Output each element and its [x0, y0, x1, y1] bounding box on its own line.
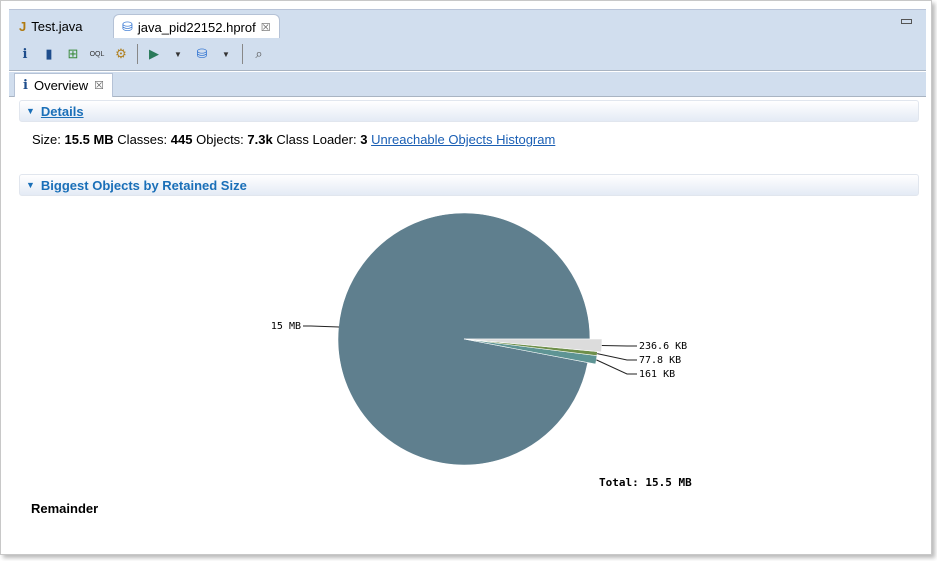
- toolbar: i ▮ ⊞ OQL ⚙ ▶ ▼ ⛁ ▼ ⌕: [9, 38, 926, 71]
- chevron-down-icon[interactable]: ▼: [174, 49, 182, 59]
- slice-label: 15 MB: [271, 321, 301, 332]
- overview-content: ▼ Details Size: 15.5 MB Classes: 445 Obj…: [9, 97, 926, 549]
- minimize-button[interactable]: [901, 19, 912, 24]
- oql-icon[interactable]: OQL: [89, 50, 105, 58]
- tab-test-java[interactable]: J Test.java: [19, 18, 83, 34]
- slice-label: 77.8 KB: [639, 355, 681, 366]
- leader-line: [597, 353, 637, 361]
- java-file-warning-icon: J: [19, 18, 27, 34]
- histogram-icon[interactable]: ▮: [45, 46, 53, 61]
- query-browser-icon[interactable]: ⚙: [115, 46, 127, 61]
- remainder-label: Remainder: [31, 501, 99, 516]
- chevron-down-icon[interactable]: ▼: [222, 49, 230, 59]
- details-summary: Size: 15.5 MB Classes: 445 Objects: 7.3k…: [32, 132, 556, 147]
- info-icon[interactable]: i: [22, 46, 28, 62]
- heap-dump-icon: ⛁: [122, 19, 133, 34]
- dominator-tree-icon[interactable]: ⊞: [67, 46, 79, 61]
- search-icon[interactable]: ⌕: [255, 46, 263, 61]
- expand-triangle-icon[interactable]: ▼: [26, 106, 35, 116]
- pie-chart: Total: 15.5 MB 236.6 KB 77.8 KB 161 KB 15 M…: [271, 212, 692, 489]
- tab-overview[interactable]: i Overview ☒: [14, 73, 114, 97]
- close-icon[interactable]: ☒: [260, 21, 271, 34]
- run-report-icon[interactable]: ▶: [149, 46, 159, 61]
- separator: [137, 44, 138, 64]
- close-icon[interactable]: ☒: [94, 80, 105, 92]
- unreachable-histogram-link[interactable]: Unreachable Objects Histogram: [371, 132, 556, 147]
- info-icon: i: [23, 78, 28, 93]
- chart-total: Total: 15.5 MB: [599, 476, 692, 489]
- expand-triangle-icon[interactable]: ▼: [26, 180, 35, 190]
- editor-tab-bar: J Test.java ⛁ java_pid22152.hprof ☒: [9, 9, 926, 39]
- biggest-objects-section-header[interactable]: ▼ Biggest Objects by Retained Size: [19, 174, 919, 196]
- sub-tab-bar: i Overview ☒: [9, 72, 926, 97]
- leader-line: [601, 344, 637, 347]
- tab-hprof[interactable]: ⛁ java_pid22152.hprof ☒: [113, 14, 280, 39]
- separator: [242, 44, 243, 64]
- slice-label: 161 KB: [639, 369, 675, 380]
- leader-line: [596, 359, 637, 375]
- heap-dump-overview-icon[interactable]: ⛁: [196, 46, 208, 61]
- slice-label: 236.6 KB: [639, 341, 687, 352]
- leader-line: [303, 325, 340, 328]
- details-section-header[interactable]: ▼ Details: [19, 100, 919, 122]
